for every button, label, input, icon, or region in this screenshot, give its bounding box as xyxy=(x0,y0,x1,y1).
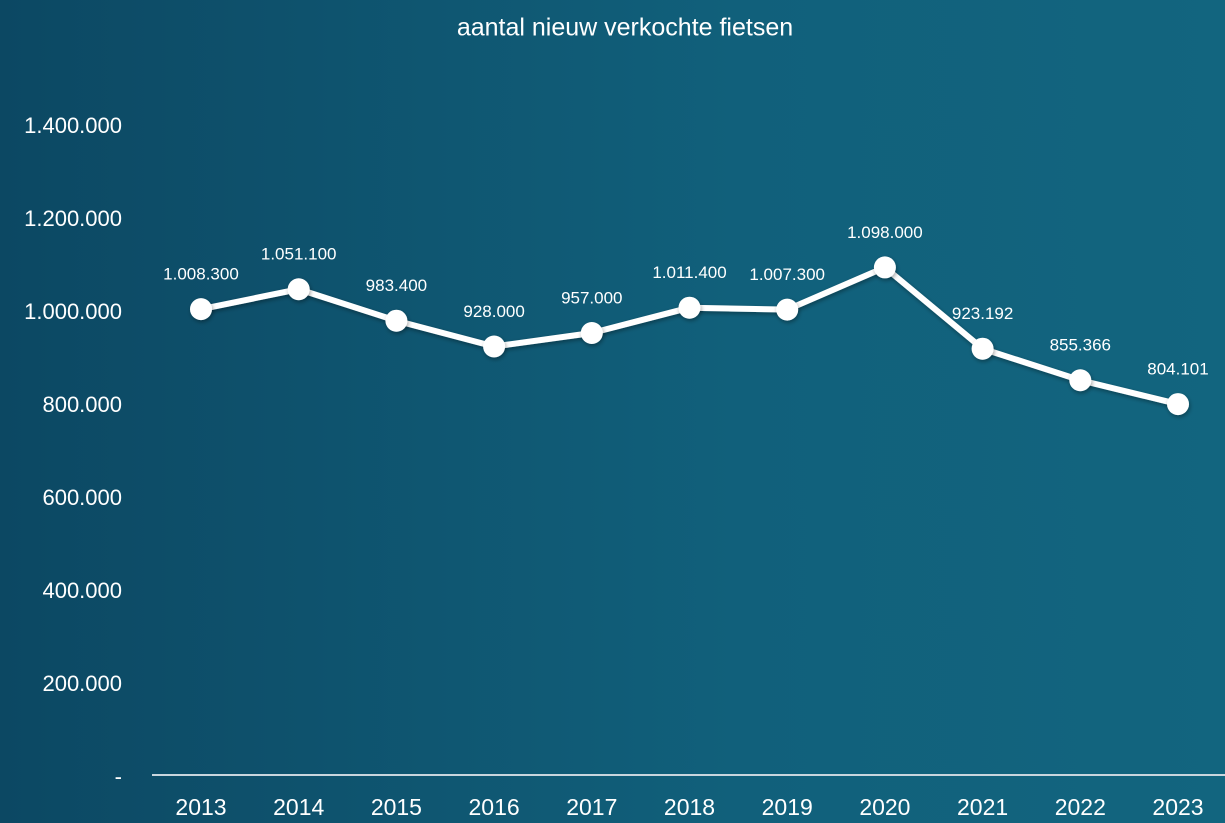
data-label: 957.000 xyxy=(561,288,622,307)
data-label: 1.051.100 xyxy=(261,245,337,264)
point xyxy=(1069,369,1092,392)
x-tick-label: 2015 xyxy=(371,794,422,820)
x-tick-label: 2018 xyxy=(664,794,715,820)
y-tick-label: - xyxy=(115,764,122,789)
data-label: 1.098.000 xyxy=(847,223,923,242)
x-tick-label: 2016 xyxy=(469,794,520,820)
chart-title: aantal nieuw verkochte fietsen xyxy=(457,14,793,42)
data-label: 855.366 xyxy=(1050,336,1111,355)
point xyxy=(873,256,896,279)
line xyxy=(200,264,1179,408)
x-tick-label: 2023 xyxy=(1152,794,1203,820)
x-tick-label: 2017 xyxy=(566,794,617,820)
point xyxy=(287,278,310,301)
x-tick-label: 2014 xyxy=(273,794,324,820)
data-label: 804.101 xyxy=(1147,360,1208,379)
point xyxy=(190,298,212,321)
point xyxy=(580,321,603,344)
x-tick-label: 2021 xyxy=(957,794,1008,820)
y-tick-label: 200.000 xyxy=(42,671,122,696)
point xyxy=(776,298,799,321)
y-tick-label: 1.200.000 xyxy=(24,206,122,231)
y-tick-label: 400.000 xyxy=(42,578,122,603)
y-tick-label: 1.000.000 xyxy=(24,299,122,324)
data-label: 1.008.300 xyxy=(163,265,239,284)
data-label: 928.000 xyxy=(463,302,524,321)
x-tick-label: 2020 xyxy=(859,794,910,820)
point xyxy=(385,309,408,332)
point xyxy=(483,335,506,358)
y-tick-label: 1.400.000 xyxy=(24,113,122,138)
data-label: 1.011.400 xyxy=(652,263,726,282)
data-label: 983.400 xyxy=(366,276,427,295)
x-tick-label: 2019 xyxy=(762,794,813,820)
point xyxy=(971,337,994,360)
point xyxy=(1167,393,1189,416)
point xyxy=(678,296,701,319)
x-tick-label: 2022 xyxy=(1055,794,1106,820)
y-tick-label: 600.000 xyxy=(42,485,122,510)
data-label: 1.007.300 xyxy=(749,265,825,284)
data-label: 923.192 xyxy=(952,304,1013,323)
y-tick-label: 800.000 xyxy=(42,392,122,417)
x-tick-label: 2013 xyxy=(175,794,226,820)
